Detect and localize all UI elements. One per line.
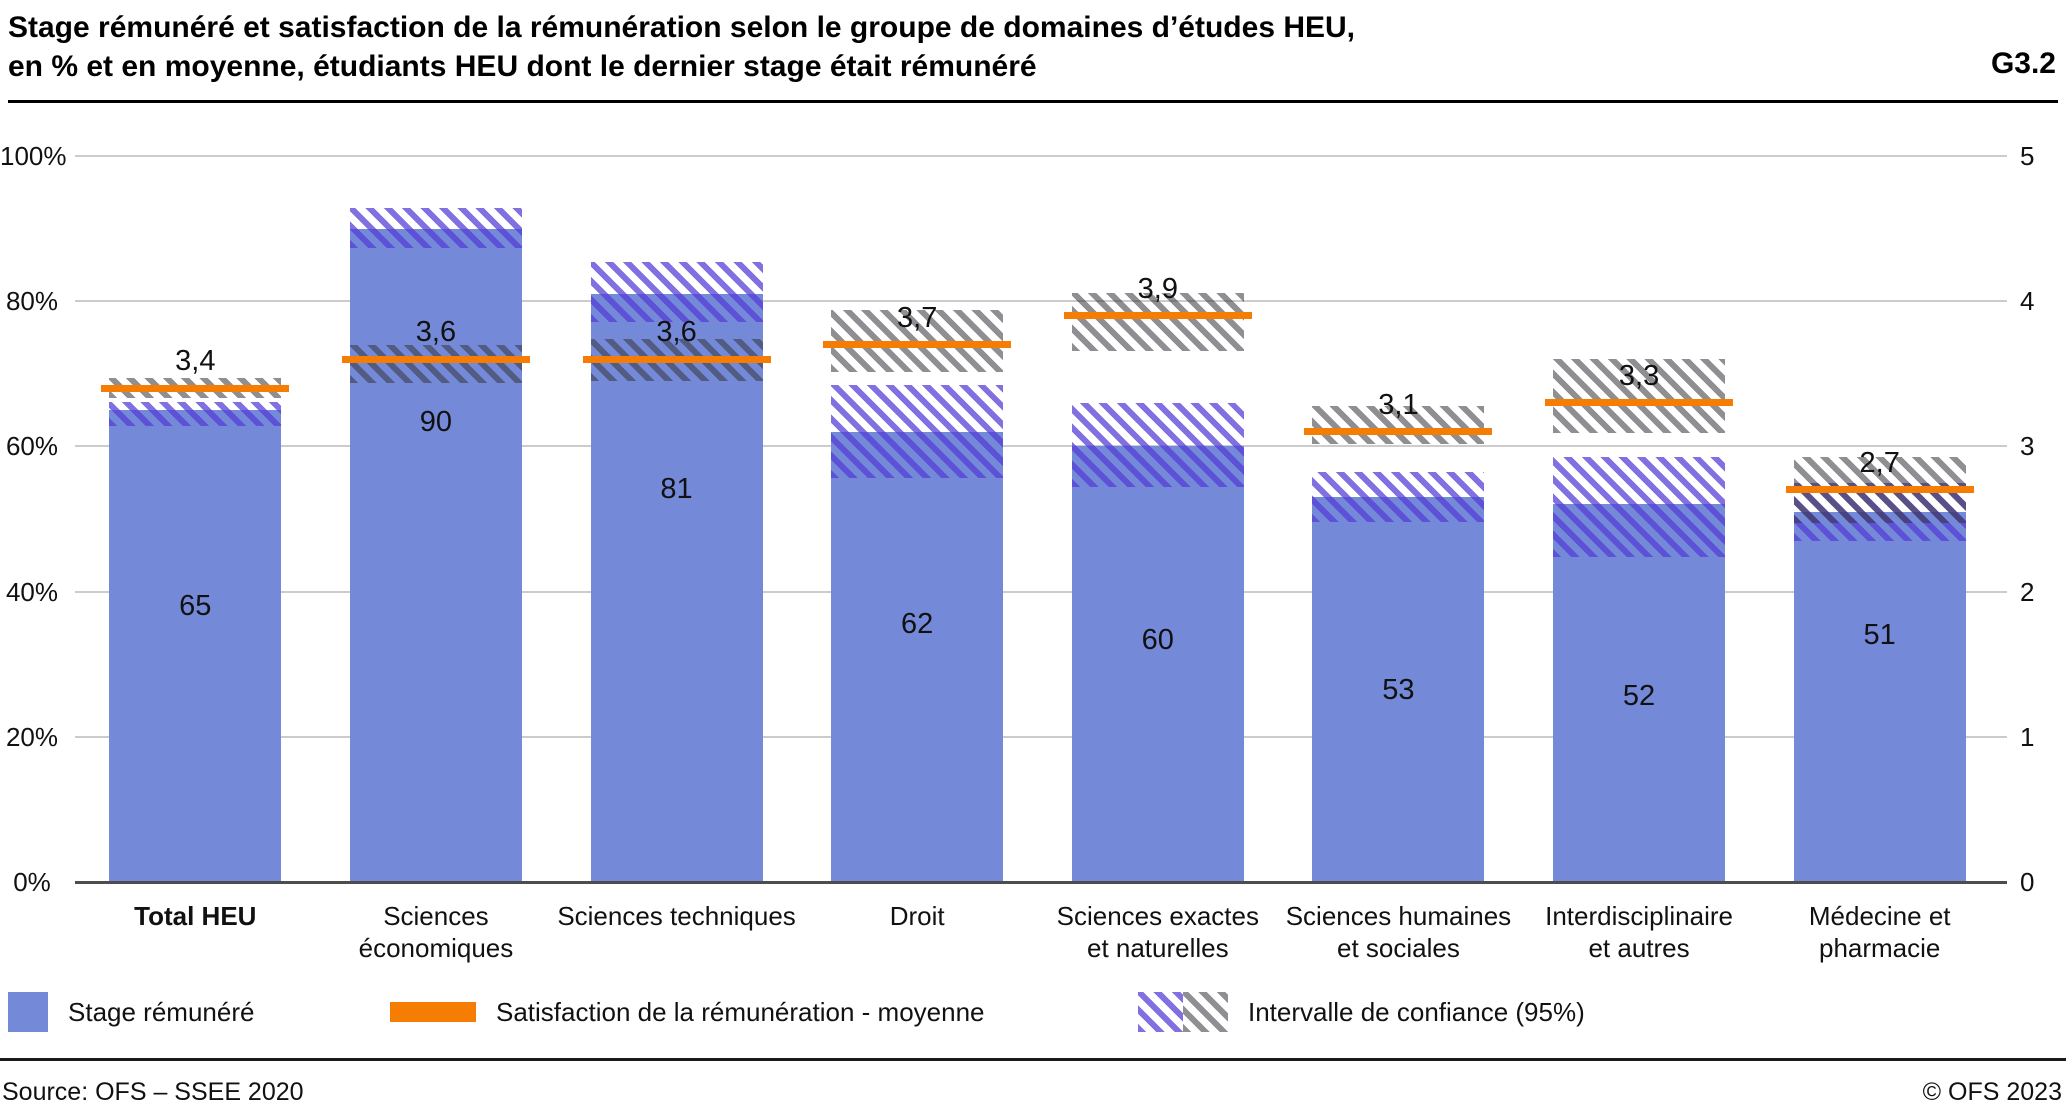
x-axis-baseline <box>75 881 2007 884</box>
bar-group: 62 3,7 <box>823 156 1012 882</box>
left-axis-tick-label: 100% <box>0 141 67 171</box>
x-axis-category-label: Interdisciplinaire et autres <box>1545 901 1733 963</box>
left-axis-tick-label: 80% <box>5 286 59 317</box>
satisfaction-value-label: 3,7 <box>897 301 938 334</box>
left-axis-tick-label: 60% <box>5 431 59 462</box>
bar-stage-remunere[interactable] <box>349 228 522 882</box>
legend-item-satisfaction: Satisfaction de la rémunération - moyenn… <box>390 988 985 1036</box>
legend-label: Intervalle de confiance (95%) <box>1248 996 1585 1027</box>
satisfaction-mean-line[interactable] <box>1785 486 1974 494</box>
satisfaction-mean-line[interactable] <box>823 341 1012 349</box>
gridline <box>75 300 2007 303</box>
bar-stage-remunere[interactable] <box>1793 511 1966 882</box>
bar-group: 81 3,6 <box>582 156 771 882</box>
ci-band-satisfaction <box>1312 405 1485 444</box>
bar-stage-remunere[interactable] <box>1312 497 1485 882</box>
gridline <box>75 445 2007 448</box>
ci-band-satisfaction <box>831 309 1004 373</box>
left-axis-tick-label: 20% <box>5 721 59 752</box>
right-axis-tick-label: 4 <box>2020 286 2035 317</box>
satisfaction-value-label: 3,1 <box>1378 388 1419 421</box>
bar-group: 90 3,6 <box>341 156 530 882</box>
gridline <box>75 155 2007 157</box>
bar-group: 60 3,9 <box>1063 156 1252 882</box>
footer-divider <box>0 1058 2066 1061</box>
x-axis-category-label: Sciences exactes et naturelles <box>1056 901 1259 963</box>
title-line-2: en % et en moyenne, étudiants HEU dont l… <box>8 50 1037 83</box>
ci-band-satisfaction <box>1071 292 1244 351</box>
plot-area: 65 3,4 90 3,6 81 3,6 62 3,7 60 3,9 53 3,… <box>75 155 2007 884</box>
bar-value-label: 60 <box>1141 623 1174 656</box>
figure-code: G3.2 <box>1990 47 2056 80</box>
bar-stage-remunere[interactable] <box>590 293 763 882</box>
gridline <box>75 735 2007 738</box>
legend-swatch-bar <box>8 992 48 1032</box>
bar-stage-remunere[interactable] <box>831 431 1004 882</box>
satisfaction-mean-line[interactable] <box>1545 399 1734 407</box>
legend-swatch-hatch <box>1138 992 1228 1032</box>
x-axis-category-label: Sciences techniques <box>557 901 796 931</box>
legend-item-stage-remunere: Stage rémunéré <box>8 988 254 1036</box>
bar-stage-remunere[interactable] <box>1071 446 1244 882</box>
right-axis-tick-label: 3 <box>2020 431 2035 462</box>
bar-group: 65 3,4 <box>101 156 290 882</box>
satisfaction-mean-line[interactable] <box>1304 428 1493 436</box>
satisfaction-mean-line[interactable] <box>582 355 771 363</box>
ci-band-bar <box>109 402 282 427</box>
left-axis-tick-label: 40% <box>5 576 59 607</box>
satisfaction-value-label: 3,9 <box>1137 272 1178 305</box>
bar-value-label: 81 <box>660 472 693 505</box>
right-axis-tick-label: 0 <box>2020 867 2035 897</box>
satisfaction-value-label: 3,3 <box>1618 359 1660 392</box>
ci-band-bar <box>349 208 522 249</box>
bar-value-label: 51 <box>1863 618 1896 651</box>
bar-value-label: 65 <box>179 589 212 622</box>
satisfaction-mean-line[interactable] <box>101 384 290 392</box>
bar-value-label: 52 <box>1622 679 1656 712</box>
right-axis-tick-label: 2 <box>2020 576 2035 607</box>
footer-copyright: © OFS 2023 <box>1922 1078 2062 1106</box>
ci-band-bar <box>1312 471 1485 522</box>
bar-stage-remunere[interactable] <box>109 410 282 882</box>
legend: Stage rémunéré Satisfaction de la rémuné… <box>8 988 2058 1036</box>
legend-label: Stage rémunéré <box>68 996 255 1027</box>
bar-value-label: 62 <box>901 608 934 640</box>
footer-source: Source: OFS – SSEE 2020 <box>2 1078 304 1106</box>
legend-item-intervalle-confiance: Intervalle de confiance (95%) <box>1138 988 1585 1036</box>
legend-label: Satisfaction de la rémunération - moyenn… <box>496 996 985 1027</box>
bar-group: 53 3,1 <box>1304 156 1493 882</box>
bar-value-label: 90 <box>419 406 453 439</box>
ci-band-bar <box>1553 456 1726 557</box>
ci-band-bar <box>831 384 1004 478</box>
x-axis-category-label: Sciences économiques <box>358 901 514 963</box>
right-axis-tick-label: 1 <box>2020 721 2035 752</box>
satisfaction-mean-line[interactable] <box>341 355 530 363</box>
ci-band-satisfaction <box>1553 359 1726 434</box>
x-axis-category-label: Médecine et pharmacie <box>1808 901 1951 963</box>
bar-stage-remunere[interactable] <box>1553 504 1726 882</box>
satisfaction-value-label: 3,6 <box>656 316 697 349</box>
legend-swatch-line <box>390 1002 476 1022</box>
left-axis-tick-label: 0% <box>13 867 51 897</box>
bar-group: 51 2,7 <box>1785 156 1974 882</box>
satisfaction-mean-line[interactable] <box>1063 312 1252 320</box>
satisfaction-value-label: 2,7 <box>1859 446 1900 479</box>
satisfaction-value-label: 3,4 <box>175 345 216 378</box>
satisfaction-value-label: 3,6 <box>415 316 457 349</box>
ci-band-bar <box>1071 402 1244 488</box>
ci-band-bar <box>590 262 763 323</box>
title-divider <box>8 100 2058 103</box>
ci-band-satisfaction <box>349 344 522 383</box>
gridline <box>75 590 2007 593</box>
right-axis-tick-label: 5 <box>2020 141 2035 171</box>
x-axis-category-label: Total HEU <box>134 901 257 931</box>
bar-value-label: 53 <box>1382 674 1415 707</box>
chart-title: Stage rémunéré et satisfaction de la rém… <box>8 8 1355 86</box>
bar-group: 52 3,3 <box>1545 156 1734 882</box>
title-line-1: Stage rémunéré et satisfaction de la rém… <box>8 11 1356 44</box>
x-axis-category-label: Sciences humaines et sociales <box>1285 901 1512 963</box>
x-axis-category-label: Droit <box>889 901 945 931</box>
